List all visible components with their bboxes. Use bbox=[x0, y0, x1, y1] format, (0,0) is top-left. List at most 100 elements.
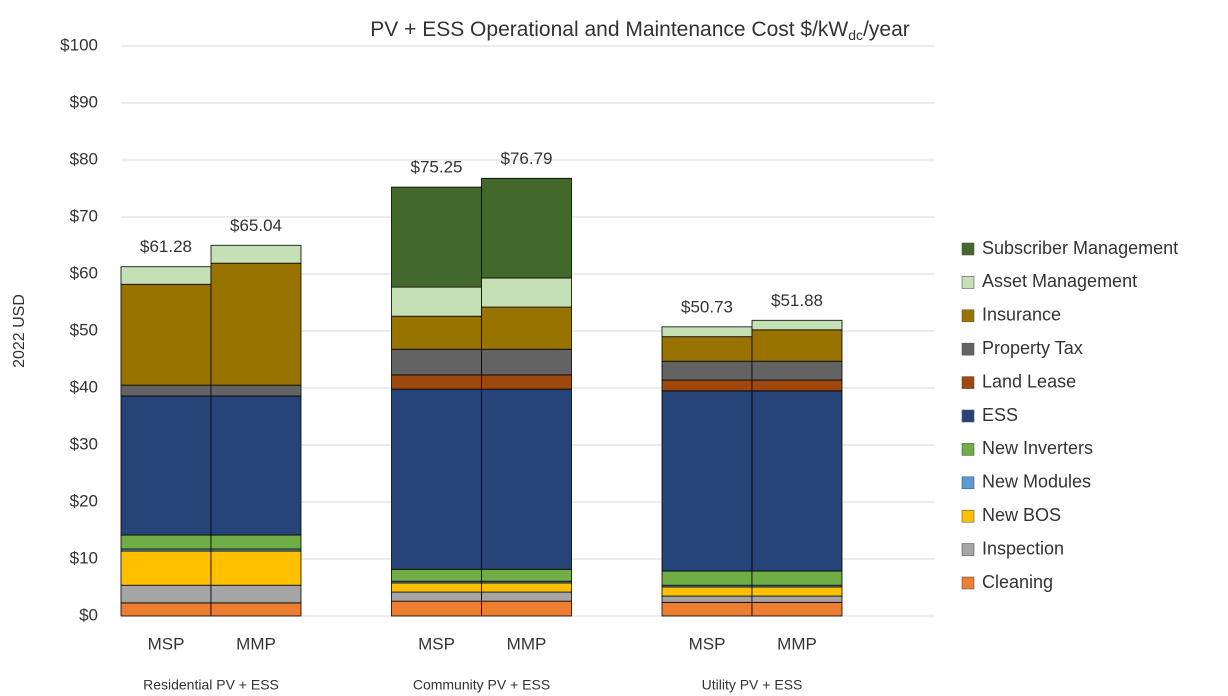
legend-swatch bbox=[961, 276, 975, 289]
bar-segment bbox=[661, 601, 753, 617]
bar-segment bbox=[391, 388, 482, 570]
x-tick-label: MSP bbox=[418, 634, 455, 653]
bar-segment bbox=[120, 395, 212, 536]
bar-segment bbox=[391, 600, 482, 617]
group-label: Community PV + ESS bbox=[413, 677, 550, 693]
legend-label: New Inverters bbox=[982, 438, 1093, 458]
legend-swatch bbox=[961, 342, 975, 356]
bar-segment bbox=[210, 384, 302, 397]
bar-segment bbox=[751, 586, 843, 597]
y-axis-label: 2022 USD bbox=[11, 294, 28, 368]
bar-segment bbox=[120, 550, 212, 586]
bar-segment bbox=[120, 283, 212, 386]
legend-swatch bbox=[961, 543, 975, 556]
bar-segment bbox=[210, 262, 302, 386]
bar-segment bbox=[210, 584, 302, 604]
legend-label: New Modules bbox=[982, 472, 1091, 492]
bar-segment bbox=[120, 584, 212, 604]
legend-label: Asset Management bbox=[982, 271, 1137, 291]
bar-segment bbox=[661, 595, 753, 603]
total-label: $51.88 bbox=[771, 291, 823, 310]
bar-segment bbox=[661, 360, 753, 381]
legend-swatch bbox=[961, 376, 975, 389]
bar-segment bbox=[481, 568, 572, 582]
bar-segment bbox=[481, 388, 572, 570]
y-tick-label: $20 bbox=[70, 491, 98, 510]
y-tick-label: $80 bbox=[70, 149, 98, 168]
total-label: $61.28 bbox=[140, 237, 192, 256]
legend-label: ESS bbox=[982, 405, 1018, 425]
bar-segment bbox=[391, 348, 482, 376]
bar-segment bbox=[481, 591, 572, 602]
bar-segment bbox=[210, 395, 302, 536]
legend-label: Cleaning bbox=[982, 572, 1053, 592]
bar-segment bbox=[481, 374, 572, 390]
y-tick-label: $10 bbox=[70, 548, 98, 567]
title-main: PV + ESS Operational and Maintenance Cos… bbox=[370, 18, 848, 41]
bar-segment bbox=[391, 315, 482, 350]
bar-segment bbox=[391, 568, 482, 582]
bar-segment bbox=[661, 336, 753, 362]
bar-segment bbox=[751, 601, 843, 617]
total-label: $76.79 bbox=[501, 149, 553, 168]
bar-segment bbox=[481, 582, 572, 593]
bar-segment bbox=[391, 374, 482, 390]
bar-segment bbox=[751, 319, 843, 331]
y-tick-label: $100 bbox=[60, 35, 98, 54]
legend-label: Property Tax bbox=[982, 338, 1083, 358]
y-tick-label: $60 bbox=[70, 263, 98, 282]
legend-label: Insurance bbox=[982, 305, 1061, 325]
y-tick-label: $30 bbox=[70, 434, 98, 453]
y-tick-label: $50 bbox=[70, 320, 98, 339]
bar-segment bbox=[481, 277, 572, 308]
total-label: $50.73 bbox=[681, 297, 733, 316]
bar-segment bbox=[391, 186, 482, 288]
bar-segment bbox=[210, 550, 302, 586]
bar-segment bbox=[210, 534, 302, 550]
group-label: Utility PV + ESS bbox=[702, 677, 803, 693]
group-label: Residential PV + ESS bbox=[143, 677, 279, 693]
bar-segment bbox=[120, 266, 212, 285]
bar-segment bbox=[661, 390, 753, 572]
bar-segment bbox=[210, 244, 302, 264]
bar-segment bbox=[751, 329, 843, 362]
legend-label: Subscriber Management bbox=[982, 238, 1178, 258]
title-suffix: /year bbox=[863, 18, 910, 41]
total-label: $65.04 bbox=[230, 216, 282, 235]
bar-segment bbox=[661, 326, 753, 338]
bar-segment bbox=[481, 306, 572, 350]
bar-segment bbox=[751, 595, 843, 603]
legend-label: New BOS bbox=[982, 505, 1061, 525]
bar-segment bbox=[210, 602, 302, 617]
legend-swatch bbox=[961, 242, 975, 256]
x-tick-label: MMP bbox=[507, 634, 547, 653]
bar-segment bbox=[481, 600, 572, 617]
bar-segment bbox=[661, 586, 753, 597]
legend-swatch bbox=[961, 509, 975, 523]
x-tick-label: MMP bbox=[236, 634, 276, 653]
bar-segment bbox=[391, 286, 482, 317]
bar-segment bbox=[661, 570, 753, 586]
x-tick-label: MMP bbox=[777, 634, 817, 653]
bar-segment bbox=[391, 591, 482, 602]
x-tick-label: MSP bbox=[689, 634, 726, 653]
bar-segment bbox=[481, 177, 572, 279]
bar-segment bbox=[661, 379, 753, 392]
chart-title: PV + ESS Operational and Maintenance Cos… bbox=[370, 18, 910, 43]
bar-segment bbox=[751, 570, 843, 586]
bar-segment bbox=[751, 360, 843, 381]
legend-swatch bbox=[961, 476, 975, 490]
bar-segment bbox=[120, 384, 212, 397]
legend-swatch bbox=[961, 409, 975, 423]
bar-segment bbox=[391, 582, 482, 593]
bar-segment bbox=[481, 348, 572, 376]
bar-segment bbox=[751, 379, 843, 392]
total-label: $75.25 bbox=[411, 158, 463, 177]
legend-label: Land Lease bbox=[982, 371, 1076, 391]
title-subscript: dc bbox=[848, 27, 863, 43]
bar-segment bbox=[120, 534, 212, 550]
y-tick-label: $70 bbox=[70, 206, 98, 225]
legend-label: Inspection bbox=[982, 538, 1064, 558]
y-tick-label: $90 bbox=[70, 92, 98, 111]
